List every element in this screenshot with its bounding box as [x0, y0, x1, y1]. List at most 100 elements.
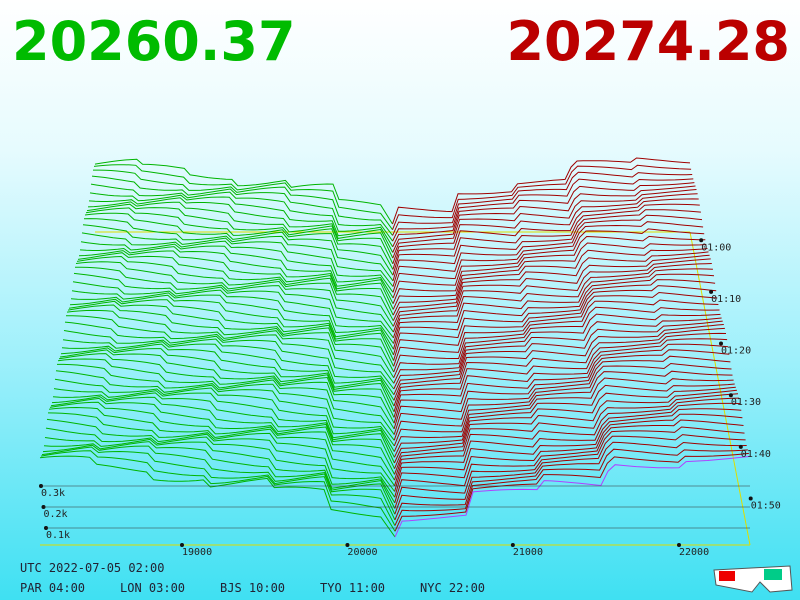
bid-depth-line — [79, 246, 394, 310]
ask-depth-line — [393, 299, 719, 373]
ask-depth-line — [392, 209, 701, 282]
ask-depth-line — [394, 455, 751, 538]
bid-depth-line — [78, 250, 394, 316]
ask-depth-line — [393, 324, 724, 401]
ask-depth-line — [393, 332, 727, 412]
ask-depth-line — [394, 419, 744, 504]
bid-depth-line — [41, 446, 396, 526]
ask-depth-line — [392, 164, 692, 230]
time-tick — [719, 341, 723, 346]
bid-depth-line — [55, 370, 395, 447]
ask-depth-line — [393, 313, 721, 384]
ask-depth-line — [392, 182, 695, 248]
ask-depth-line — [393, 317, 722, 390]
bid-depth-line — [57, 358, 395, 435]
bid-depth-line — [48, 406, 396, 487]
ask-depth-line — [393, 362, 732, 441]
bid-depth-line — [62, 339, 395, 407]
bid-depth-line — [85, 207, 394, 276]
time-tick — [728, 393, 733, 398]
bid-depth-line — [72, 281, 394, 350]
bid-depth-line — [87, 201, 394, 265]
bid-depth-line — [64, 321, 395, 395]
ask-depth-line — [394, 441, 747, 521]
city-time: PAR 04:00 — [20, 581, 85, 595]
ask-depth-line — [393, 338, 728, 418]
bid-depth-line — [76, 255, 394, 327]
bid-depth-line — [53, 388, 395, 458]
bid-depth-line — [61, 343, 395, 413]
bid-depth-line — [74, 266, 394, 339]
bid-depth-line — [93, 164, 393, 230]
ask-depth-line — [394, 408, 742, 492]
city-time: NYC 22:00 — [420, 581, 485, 595]
ask-depth-line — [394, 397, 740, 481]
bid-depth-line — [43, 441, 396, 515]
bid-depth-line — [63, 330, 395, 401]
ask-depth-line — [394, 452, 749, 532]
ask-depth-line — [392, 221, 704, 293]
time-label: 01:50 — [751, 500, 781, 511]
ask-depth-line — [393, 377, 734, 452]
bid-depth-line — [57, 363, 395, 441]
time-tick — [699, 238, 704, 243]
bid-price: 20260.37 — [12, 10, 296, 73]
ask-depth-line — [393, 320, 723, 395]
ask-depth-line — [392, 251, 709, 321]
ask-depth-line — [392, 228, 705, 299]
bid-depth-line — [94, 158, 393, 225]
ask-depth-line — [392, 189, 697, 259]
bid-depth-line — [75, 261, 394, 333]
bid-depth-line — [70, 294, 395, 361]
time-tick — [709, 289, 714, 294]
ask-depth-line — [392, 171, 693, 236]
ask-depth-line — [393, 306, 720, 378]
ask-depth-line — [393, 355, 731, 435]
bid-depth-line — [40, 450, 396, 532]
bid-depth-line — [81, 232, 394, 299]
ask-depth-line — [394, 393, 739, 475]
time-label: 01:10 — [711, 294, 741, 305]
ask-depth-line — [392, 254, 710, 327]
city-time: BJS 10:00 — [220, 581, 285, 595]
bid-depth-line — [93, 169, 393, 236]
bid-depth-line — [58, 353, 395, 430]
bid-depth-line — [90, 183, 394, 248]
price-label: 20000 — [347, 547, 377, 558]
city-time: TYO 11:00 — [320, 581, 385, 595]
ask-depth-line — [392, 242, 707, 310]
ask-depth-line — [392, 248, 708, 316]
depth-lines — [39, 157, 751, 546]
bid-depth-line — [47, 412, 396, 492]
ask-depth-line — [392, 198, 699, 270]
ask-depth-line — [393, 383, 735, 458]
ask-depth-line — [393, 279, 716, 356]
time-label: 01:40 — [741, 449, 771, 460]
bid-depth-line — [49, 401, 395, 481]
bid-depth-line — [68, 300, 395, 373]
ask-depth-line — [394, 426, 745, 509]
price-tick — [510, 543, 515, 547]
bid-depth-line — [66, 309, 395, 384]
bid-depth-line — [80, 241, 394, 304]
ask-depth-line — [392, 193, 698, 264]
bid-depth-line — [51, 396, 395, 469]
bid-depth-line — [50, 397, 395, 475]
ask-depth-line — [394, 402, 741, 486]
bid-depth-line — [69, 298, 395, 367]
ask-depth-line — [393, 349, 730, 430]
ask-depth-line — [394, 434, 746, 515]
bid-depth-line — [89, 192, 394, 253]
ask-depth-line — [392, 258, 711, 333]
depth-label: 0.1k — [46, 530, 70, 541]
time-label: 01:00 — [701, 242, 731, 253]
bid-depth-line — [77, 252, 394, 321]
bid-depth-line — [67, 304, 395, 378]
bid-depth-line — [60, 347, 395, 418]
price-label: 19000 — [182, 547, 212, 558]
price-tick — [677, 543, 681, 547]
glasses-icon[interactable] — [713, 565, 793, 593]
ask-depth-line — [393, 386, 736, 464]
